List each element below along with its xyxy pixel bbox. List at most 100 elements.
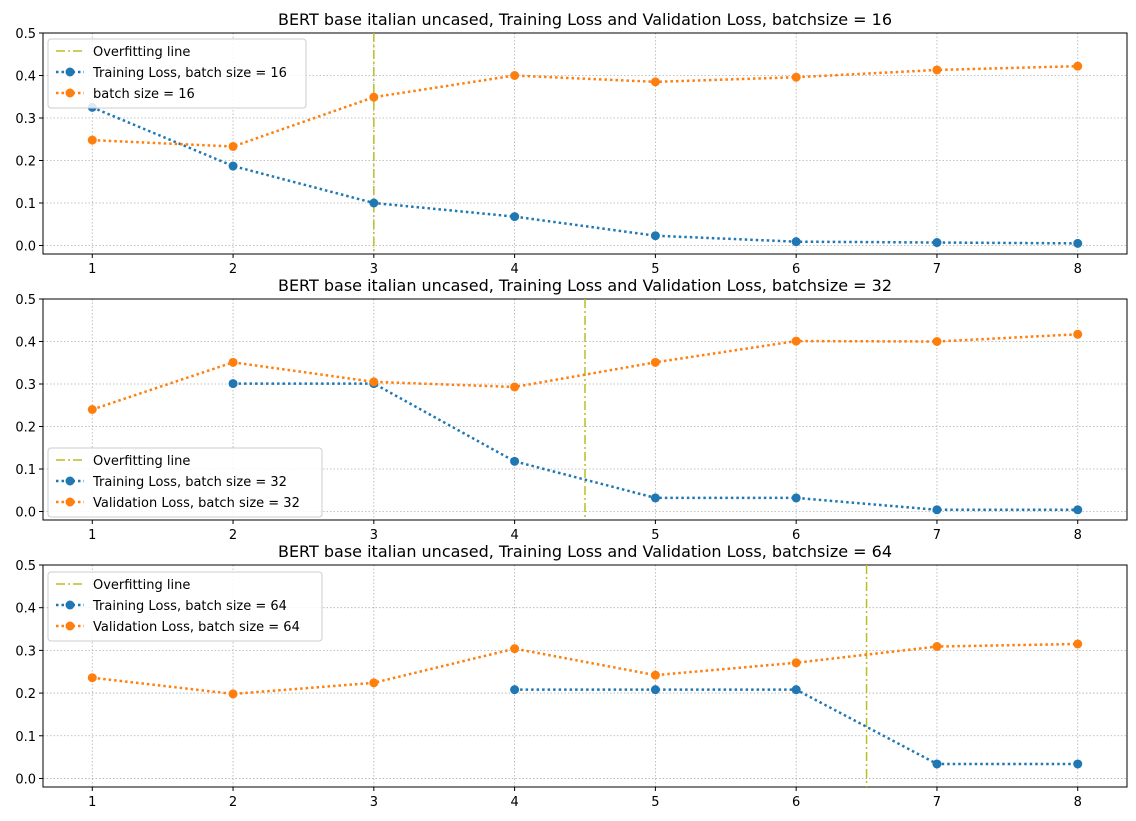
x-tick-label: 1 [88,528,96,543]
data-point-training [932,505,942,515]
x-tick-label: 6 [792,795,800,810]
data-point-training [791,237,801,247]
x-tick-label: 2 [229,528,237,543]
x-tick-label: 7 [933,262,941,277]
chart-panel-2: BERT base italian uncased, Training Loss… [15,276,1128,543]
data-point-training [1073,505,1083,515]
data-point-training [791,493,801,503]
y-tick-label: 0.1 [15,730,36,745]
y-tick-label: 0.0 [15,506,36,521]
data-point-training [650,493,660,503]
data-point-validation [510,71,520,80]
legend-box [47,571,323,642]
y-tick-label: 0.1 [15,197,36,212]
data-point-training [510,456,520,466]
data-point-validation [1073,639,1083,649]
x-tick-label: 4 [510,528,518,543]
x-tick-label: 6 [792,528,800,543]
legend-swatch-marker [65,67,75,77]
x-tick-label: 2 [229,262,237,277]
x-tick-label: 5 [651,795,659,810]
x-tick-label: 3 [370,528,378,543]
legend: Overfitting line Training Loss, batch siz… [47,571,323,642]
y-tick-label: 0.0 [15,772,36,787]
data-point-training [1073,238,1083,248]
data-point-validation [87,405,97,414]
chart-title: BERT base italian uncased, Training Loss… [278,10,892,29]
data-point-validation [369,92,379,102]
y-tick-label: 0.1 [15,463,36,478]
legend-label: Validation Loss, batch size = 32 [93,496,300,511]
y-tick-label: 0.0 [15,240,36,255]
y-tick-label: 0.5 [15,27,36,42]
chart-title: BERT base italian uncased, Training Loss… [278,542,892,561]
chart-panel-3: BERT base italian uncased, Training Loss… [15,542,1128,810]
data-point-validation [932,65,942,75]
x-tick-label: 7 [933,528,941,543]
data-point-validation [1073,61,1083,71]
y-tick-label: 0.4 [15,602,36,617]
y-tick-label: 0.2 [15,155,36,170]
x-tick-label: 3 [370,262,378,277]
axes-frame [42,32,1128,255]
data-point-validation [87,135,97,145]
y-tick-label: 0.3 [15,378,36,393]
data-point-validation [1073,329,1083,339]
chart-title: BERT base italian uncased, Training Loss… [278,276,892,295]
data-point-training [228,379,238,389]
y-tick-label: 0.5 [15,293,36,308]
data-point-validation [932,642,942,652]
x-tick-label: 2 [229,795,237,810]
series-line-training [91,106,1078,245]
data-point-validation [510,644,520,654]
data-point-training [650,231,660,241]
legend-box [47,38,307,109]
y-tick-label: 0.5 [15,559,36,574]
data-point-validation [510,382,520,392]
x-tick-label: 8 [1074,528,1082,543]
legend-swatch-marker [65,88,75,98]
data-point-validation [228,689,238,699]
x-tick-label: 3 [370,795,378,810]
legend-label: Overfitting line [93,45,190,60]
x-tick-label: 1 [88,262,96,277]
data-point-validation [791,336,801,346]
x-tick-label: 5 [651,262,659,277]
x-tick-label: 4 [510,795,518,810]
y-tick-label: 0.2 [15,687,36,702]
legend-swatch-marker [65,497,75,507]
data-point-training [791,685,801,695]
data-point-validation [932,337,942,346]
legend: Overfitting line Training Loss, batch siz… [47,38,307,109]
data-point-validation [650,77,660,87]
legend: Overfitting line Training Loss, batch siz… [47,447,323,518]
legend-label: Training Loss, batch size = 16 [92,66,287,81]
chart-panel-1: BERT base italian uncased, Training Loss… [15,10,1128,277]
data-point-validation [369,678,379,688]
legend-swatch-marker [65,621,75,631]
legend-label: Overfitting line [93,454,190,469]
legend-swatch-marker [65,476,75,486]
data-point-validation [791,658,801,668]
legend-label: Validation Loss, batch size = 64 [93,620,300,635]
data-point-training [650,685,660,695]
x-tick-label: 8 [1074,262,1082,277]
data-point-training [510,685,520,695]
x-tick-label: 5 [651,528,659,543]
data-point-validation [650,357,660,367]
data-point-validation [369,377,379,387]
data-point-validation [228,357,238,367]
data-point-training [1073,759,1083,769]
legend-swatch-marker [65,600,75,610]
data-point-training [510,212,520,222]
data-point-validation [650,670,660,680]
y-tick-label: 0.3 [15,112,36,127]
data-point-validation [228,141,238,151]
x-tick-label: 7 [933,795,941,810]
y-tick-label: 0.2 [15,421,36,436]
x-tick-label: 4 [510,262,518,277]
y-tick-label: 0.3 [15,644,36,659]
legend-label: Training Loss, batch size = 64 [92,599,287,614]
legend-label: batch size = 16 [93,87,195,102]
